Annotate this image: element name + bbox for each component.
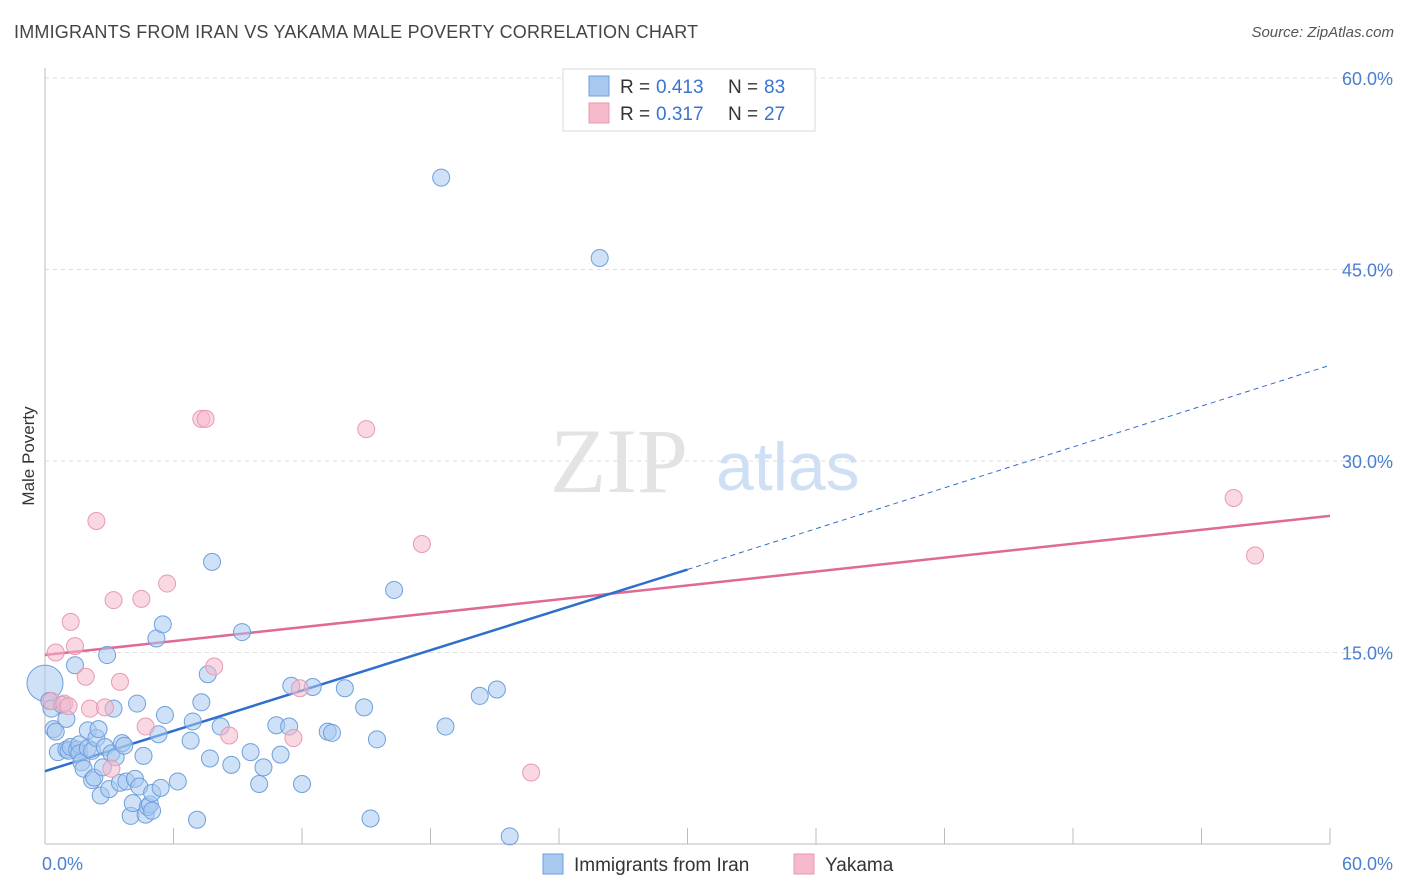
legend-swatch-blue <box>588 75 610 97</box>
blue-point-62 <box>233 623 252 642</box>
blue-point-34 <box>115 736 134 755</box>
blue-point-56 <box>192 693 211 712</box>
legend-r-label-1: R = <box>620 77 655 98</box>
legend-r-value-2: 0.317 <box>656 104 704 125</box>
watermark: ZIP atlas <box>550 410 860 512</box>
blue-point-41 <box>134 746 153 765</box>
blue-point-76 <box>361 809 380 828</box>
blue-point-64 <box>250 774 269 793</box>
axes <box>44 68 1331 845</box>
pink-point-19 <box>220 726 239 745</box>
blue-point-75 <box>355 698 374 717</box>
pink-point-21 <box>290 679 309 698</box>
blue-point-84 <box>590 249 609 268</box>
blue-point-4 <box>46 722 65 741</box>
trend-line-iran-extension <box>687 364 1331 570</box>
pink-point-20 <box>284 729 303 748</box>
pink-point-6 <box>76 667 95 686</box>
blue-point-74 <box>335 679 354 698</box>
grid-lines <box>45 77 1395 653</box>
blue-point-58 <box>200 749 219 768</box>
blue-point-83 <box>500 827 519 846</box>
pink-point-13 <box>132 589 151 608</box>
pink-point-23 <box>412 534 431 553</box>
data-points <box>26 168 1265 846</box>
pink-point-24 <box>522 763 541 782</box>
legend-swatch-pink <box>588 102 610 124</box>
blue-point-54 <box>183 712 202 731</box>
watermark-zip: ZIP <box>550 410 688 512</box>
pink-point-11 <box>104 591 123 610</box>
bottom-legend-swatch-yakama <box>793 853 815 875</box>
pink-point-7 <box>80 699 99 718</box>
watermark-atlas: atlas <box>716 429 860 505</box>
blue-point-73 <box>322 723 341 742</box>
blue-point-49 <box>151 778 170 797</box>
blue-point-23 <box>89 720 108 739</box>
legend-n-label-1: N = <box>728 77 763 98</box>
legend-n-label-2: N = <box>728 104 763 125</box>
chart-title: IMMIGRANTS FROM IRAN VS YAKAMA MALE POVE… <box>14 22 699 42</box>
blue-point-82 <box>487 680 506 699</box>
bottom-legend: Immigrants from Iran Yakama <box>542 853 894 876</box>
blue-point-81 <box>470 686 489 705</box>
blue-point-77 <box>367 730 386 749</box>
pink-point-25 <box>1224 489 1243 508</box>
y-tick-label-15: 15.0% <box>1342 644 1393 664</box>
blue-point-67 <box>271 745 290 764</box>
blue-point-53 <box>181 731 200 750</box>
legend-r-label-2: R = <box>620 104 655 125</box>
x-tick-label-min: 0.0% <box>42 854 83 874</box>
blue-point-65 <box>254 758 273 777</box>
blue-point-80 <box>436 717 455 736</box>
pink-point-14 <box>136 717 155 736</box>
legend-n-value-1: 83 <box>764 77 785 98</box>
pink-point-4 <box>61 612 80 631</box>
pink-point-17 <box>196 409 215 428</box>
blue-point-50 <box>153 615 172 634</box>
pink-point-1 <box>46 643 65 662</box>
blue-point-51 <box>155 706 174 725</box>
tick-labels: 15.0% 30.0% 45.0% 60.0% 0.0% 60.0% <box>42 69 1393 874</box>
blue-point-11 <box>65 656 84 675</box>
pink-point-10 <box>102 759 121 778</box>
y-tick-label-60: 60.0% <box>1342 69 1393 89</box>
blue-point-63 <box>241 743 260 762</box>
blue-point-59 <box>203 552 222 571</box>
x-tick-label-max: 60.0% <box>1342 854 1393 874</box>
pink-point-3 <box>59 697 78 716</box>
bottom-legend-swatch-iran <box>542 853 564 875</box>
blue-point-78 <box>385 580 404 599</box>
pink-point-8 <box>87 512 106 531</box>
legend: R = 0.413 N = 83 R = 0.317 N = 27 <box>562 68 816 132</box>
blue-point-70 <box>293 774 311 793</box>
trend-line-yakama <box>44 514 1331 657</box>
bottom-legend-label-yakama: Yakama <box>825 855 894 876</box>
legend-n-value-2: 27 <box>764 104 785 125</box>
pink-point-15 <box>158 574 177 593</box>
blue-point-79 <box>432 168 451 187</box>
y-axis-label: Male Poverty <box>19 406 38 506</box>
pink-point-12 <box>110 672 129 691</box>
pink-point-5 <box>65 637 84 656</box>
pink-point-18 <box>205 657 224 676</box>
bottom-legend-label-iran: Immigrants from Iran <box>574 855 749 876</box>
legend-r-value-1: 0.413 <box>656 77 704 98</box>
blue-point-27 <box>98 646 117 665</box>
chart-source: Source: ZipAtlas.com <box>1251 24 1394 41</box>
pink-point-22 <box>357 420 376 439</box>
y-tick-label-30: 30.0% <box>1342 452 1393 472</box>
pink-point-9 <box>95 698 114 717</box>
y-tick-label-45: 45.0% <box>1342 261 1393 281</box>
blue-point-52 <box>168 772 187 791</box>
blue-point-55 <box>188 810 207 829</box>
blue-point-61 <box>222 755 241 774</box>
blue-point-45 <box>143 801 162 820</box>
pink-point-26 <box>1246 546 1265 565</box>
blue-point-39 <box>128 694 147 713</box>
